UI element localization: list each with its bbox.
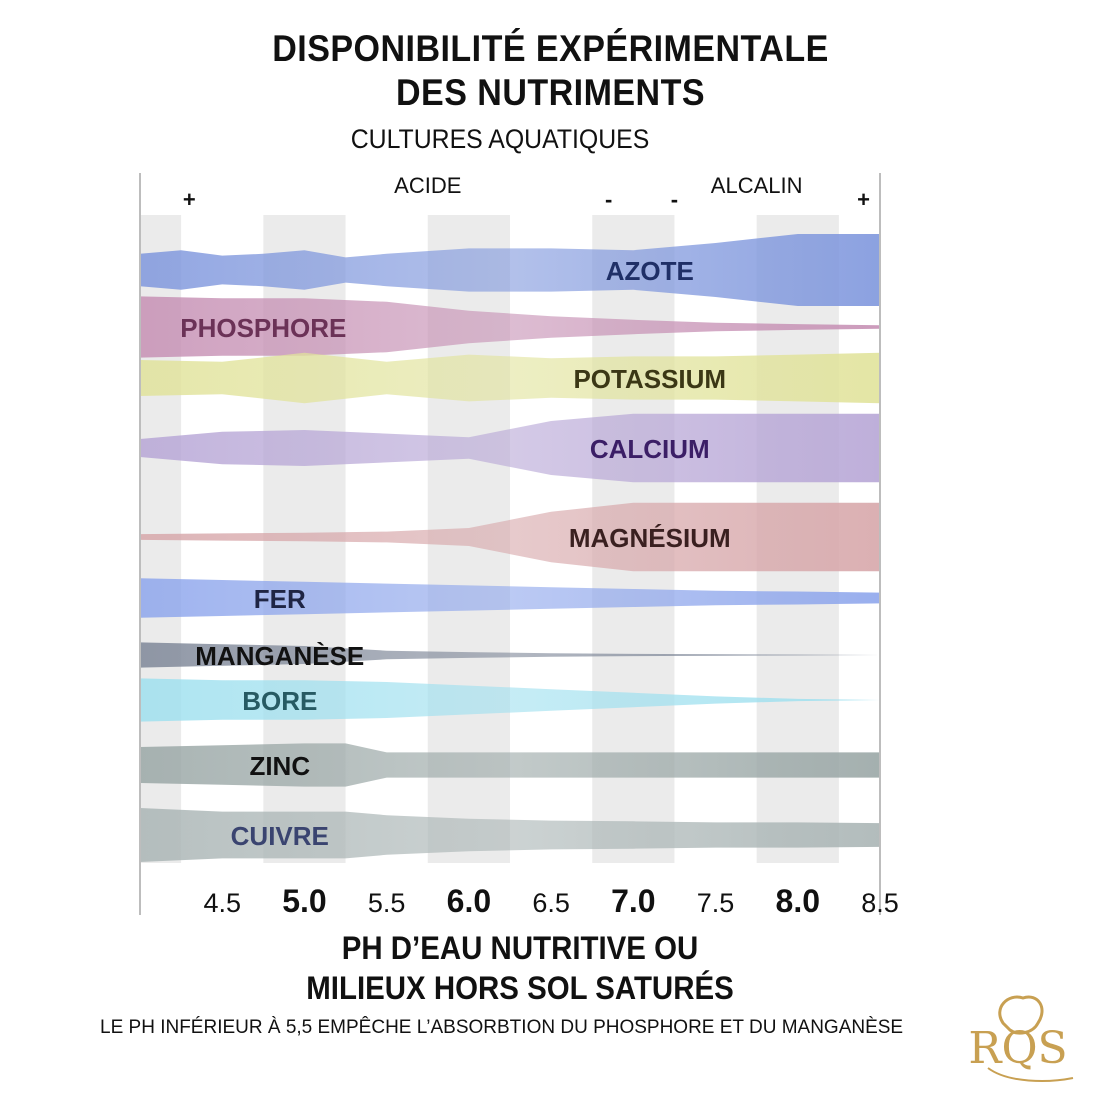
nutrient-label: CUIVRE bbox=[231, 821, 329, 851]
nutrient-label: FER bbox=[254, 584, 306, 614]
nutrient-band-phosphore bbox=[140, 296, 880, 358]
x-tick-label: 5.5 bbox=[368, 888, 406, 918]
nutrient-label: ZINC bbox=[249, 751, 310, 781]
x-axis-title-line1: PH D’EAU NUTRITIVE OU bbox=[341, 930, 699, 966]
footnote: LE PH INFÉRIEUR À 5,5 EMPÊCHE L’ABSORBTI… bbox=[100, 1017, 904, 1038]
scale-sign-label: - bbox=[605, 187, 612, 212]
nutrient-band-azote bbox=[140, 234, 880, 306]
x-tick-label: 6.0 bbox=[447, 883, 491, 919]
logo-swirl-icon bbox=[987, 1067, 1074, 1082]
rqs-logo: RQS bbox=[968, 995, 1074, 1082]
scale-direction-label: ACIDE bbox=[394, 173, 461, 198]
nutrient-label: POTASSIUM bbox=[573, 364, 726, 394]
x-tick-label: 4.5 bbox=[203, 888, 241, 918]
scale-direction-label: ALCALIN bbox=[711, 173, 803, 198]
nutrient-label: MANGANÈSE bbox=[195, 641, 364, 671]
chart-title-line2: DES NUTRIMENTS bbox=[395, 72, 706, 113]
nutrient-band-calcium bbox=[140, 413, 880, 483]
nutrient-band-manganèse bbox=[140, 642, 880, 668]
scale-sign-label: + bbox=[183, 187, 196, 212]
nutrient-band-bore bbox=[140, 678, 880, 722]
x-tick-label: 8.0 bbox=[776, 883, 820, 919]
nutrient-label: AZOTE bbox=[606, 256, 694, 286]
scale-sign-label: + bbox=[857, 187, 870, 212]
x-tick-label: 7.0 bbox=[611, 883, 655, 919]
x-tick-label: 7.5 bbox=[697, 888, 735, 918]
nutrient-band-cuivre bbox=[140, 808, 880, 862]
chart-title-line1: DISPONIBILITÉ EXPÉRIMENTALE bbox=[272, 28, 829, 69]
nutrient-band-fer bbox=[140, 578, 880, 618]
chart-subtitle: CULTURES AQUATIQUES bbox=[350, 124, 650, 154]
x-tick-label: 8.5 bbox=[861, 888, 899, 918]
x-tick-label: 6.5 bbox=[532, 888, 570, 918]
logo-text: RQS bbox=[968, 1023, 1067, 1074]
nutrient-label: PHOSPHORE bbox=[180, 313, 346, 343]
lion-icon bbox=[998, 995, 1044, 1035]
nutrient-label: MAGNÉSIUM bbox=[569, 523, 731, 553]
nutrient-band-magnésium bbox=[140, 502, 880, 572]
nutrient-label: CALCIUM bbox=[590, 434, 710, 464]
x-tick-label: 5.0 bbox=[282, 883, 326, 919]
nutrient-band-potassium bbox=[140, 352, 880, 404]
x-axis-title-line2: MILIEUX HORS SOL SATURÉS bbox=[306, 970, 734, 1006]
nutrient-band-zinc bbox=[140, 743, 880, 787]
scale-sign-label: - bbox=[671, 187, 678, 212]
nutrient-label: BORE bbox=[242, 686, 317, 716]
